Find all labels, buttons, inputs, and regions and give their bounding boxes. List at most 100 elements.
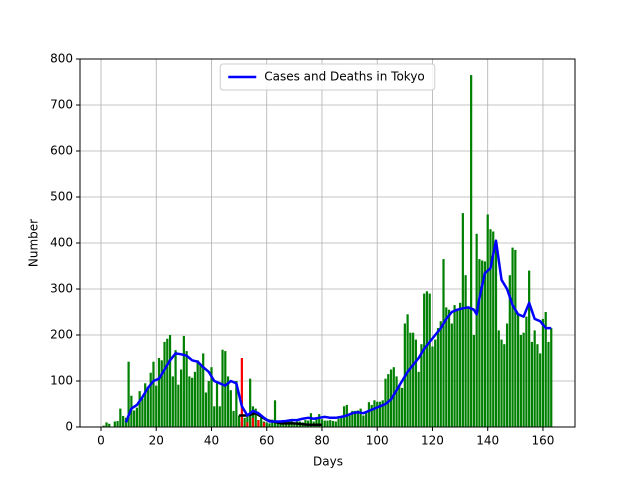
bar xyxy=(334,421,337,427)
bar xyxy=(268,423,271,427)
bar xyxy=(351,410,354,427)
y-tick-label: 800 xyxy=(50,52,73,66)
bar xyxy=(235,381,238,427)
bar xyxy=(171,376,174,427)
x-tick-label: 40 xyxy=(204,434,219,448)
bar xyxy=(370,404,373,427)
bar xyxy=(320,419,324,427)
bar xyxy=(146,386,150,427)
bar xyxy=(157,358,161,427)
y-tick-label: 100 xyxy=(50,374,73,388)
bar xyxy=(445,307,448,427)
bar xyxy=(356,410,359,427)
bar xyxy=(395,376,398,427)
bar xyxy=(467,308,470,427)
bar xyxy=(149,372,152,427)
bar xyxy=(141,398,144,427)
bar xyxy=(412,332,415,427)
bar xyxy=(309,413,313,427)
bar xyxy=(453,305,456,427)
bar xyxy=(105,422,108,427)
bar xyxy=(177,384,180,427)
bar xyxy=(530,341,534,427)
bar xyxy=(191,377,194,427)
bar xyxy=(102,425,105,427)
bar xyxy=(221,349,224,427)
bar xyxy=(539,353,542,427)
bar xyxy=(483,261,487,427)
bar xyxy=(144,383,147,427)
y-tick-label: 200 xyxy=(50,328,73,342)
bar xyxy=(447,309,451,427)
bar xyxy=(108,423,111,427)
bar xyxy=(439,321,442,427)
bar xyxy=(417,371,420,427)
x-tick-label: 120 xyxy=(421,434,444,448)
bar xyxy=(470,75,473,427)
bar xyxy=(428,293,431,427)
legend-box xyxy=(219,63,436,91)
bar xyxy=(373,400,376,427)
bar xyxy=(168,335,172,427)
x-tick-label: 140 xyxy=(476,434,499,448)
y-axis-label: Number xyxy=(27,219,41,267)
bar xyxy=(243,417,246,427)
bar xyxy=(182,335,185,427)
bar xyxy=(315,417,318,427)
bar xyxy=(522,332,525,427)
bar xyxy=(318,414,321,427)
bar xyxy=(514,249,517,427)
bar xyxy=(489,229,492,427)
bar xyxy=(224,351,227,427)
y-tick-label: 0 xyxy=(65,420,73,434)
bar xyxy=(450,323,453,427)
bar xyxy=(226,376,230,427)
y-tick-label: 300 xyxy=(50,282,73,296)
bar xyxy=(425,291,429,427)
bar xyxy=(362,415,365,427)
bar xyxy=(331,421,335,427)
bar xyxy=(238,415,241,427)
bar xyxy=(497,330,500,427)
bar xyxy=(229,390,232,427)
x-axis-label: Days xyxy=(313,455,343,469)
bar xyxy=(207,381,210,427)
bar xyxy=(251,417,255,427)
bar xyxy=(210,367,213,427)
bar xyxy=(246,422,249,427)
bar xyxy=(486,214,489,427)
bar xyxy=(533,330,536,427)
bar xyxy=(472,335,476,427)
bar xyxy=(423,293,426,427)
bar xyxy=(456,309,459,427)
bar xyxy=(464,275,467,427)
bar xyxy=(348,415,351,427)
bar xyxy=(246,416,249,427)
bar xyxy=(378,401,382,427)
bar xyxy=(152,361,155,427)
plot-frame xyxy=(79,58,576,428)
bar xyxy=(127,361,130,427)
bar xyxy=(121,415,125,427)
bar xyxy=(505,323,509,427)
x-tick-label: 60 xyxy=(259,434,274,448)
bar xyxy=(414,339,417,427)
x-tick-label: 0 xyxy=(97,434,105,448)
bar xyxy=(185,351,188,427)
bar xyxy=(215,382,219,427)
x-tick-label: 100 xyxy=(366,434,389,448)
bar xyxy=(262,422,266,427)
bar xyxy=(492,231,495,427)
bar xyxy=(481,260,484,427)
bar xyxy=(271,419,274,427)
bar xyxy=(199,364,202,427)
bar xyxy=(400,387,404,427)
bar xyxy=(138,391,141,427)
bar xyxy=(329,420,332,427)
bar xyxy=(409,332,412,427)
bar xyxy=(503,344,506,427)
bar xyxy=(166,338,169,427)
bar xyxy=(494,247,498,427)
bar xyxy=(204,392,208,427)
